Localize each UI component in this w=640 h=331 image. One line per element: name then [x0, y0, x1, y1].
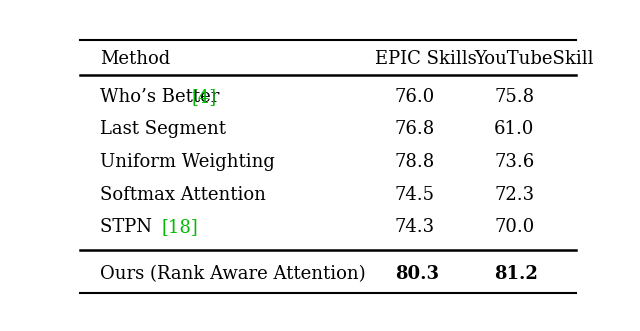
Text: 74.3: 74.3	[395, 218, 435, 236]
Text: 78.8: 78.8	[395, 153, 435, 171]
Text: 80.3: 80.3	[395, 265, 439, 283]
Text: 61.0: 61.0	[494, 120, 534, 138]
Text: 74.5: 74.5	[395, 186, 435, 204]
Text: STPN: STPN	[100, 218, 157, 236]
Text: 73.6: 73.6	[494, 153, 534, 171]
Text: 75.8: 75.8	[494, 88, 534, 106]
Text: Method: Method	[100, 50, 170, 68]
Text: 81.2: 81.2	[494, 265, 538, 283]
Text: Last Segment: Last Segment	[100, 120, 226, 138]
Text: 76.8: 76.8	[395, 120, 435, 138]
Text: Softmax Attention: Softmax Attention	[100, 186, 266, 204]
Text: Uniform Weighting: Uniform Weighting	[100, 153, 275, 171]
Text: 72.3: 72.3	[494, 186, 534, 204]
Text: Who’s Better: Who’s Better	[100, 88, 225, 106]
Text: Ours (Rank Aware Attention): Ours (Rank Aware Attention)	[100, 265, 365, 283]
Text: [18]: [18]	[162, 218, 198, 236]
Text: 76.0: 76.0	[395, 88, 435, 106]
Text: EPIC Skills: EPIC Skills	[375, 50, 477, 68]
Text: 70.0: 70.0	[494, 218, 534, 236]
Text: [4]: [4]	[191, 88, 217, 106]
Text: YouTubeSkill: YouTubeSkill	[474, 50, 594, 68]
